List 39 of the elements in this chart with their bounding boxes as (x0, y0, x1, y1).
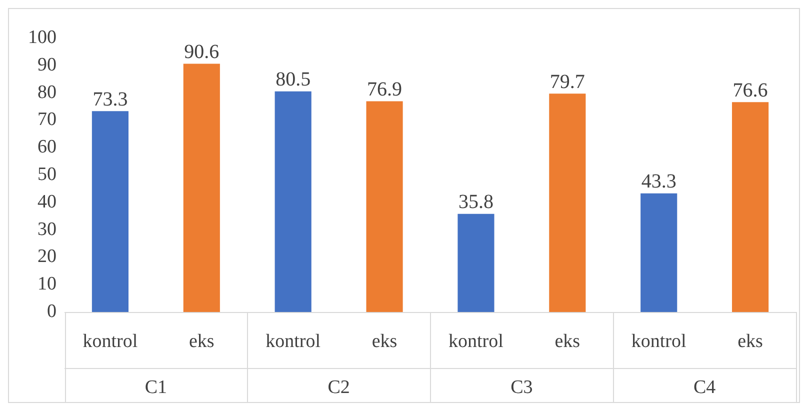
text: eks (372, 330, 398, 352)
data-label: 76.6 (732, 79, 768, 102)
x-tick-label: C2 (328, 376, 350, 398)
text: kontrol (448, 330, 504, 352)
y-tick-label: 80 (38, 82, 56, 103)
x-tick-label: C1 (144, 376, 168, 398)
bar (366, 101, 403, 312)
data-label: 73.3 (92, 88, 128, 110)
y-tick-label: 60 (38, 136, 56, 158)
text: eks (554, 330, 580, 352)
y-tick-label: 20 (38, 246, 56, 268)
y-tick-label: 50 (38, 164, 56, 185)
bar (274, 91, 312, 312)
data-label: 35.8 (458, 191, 494, 214)
data-label: 80.5 (276, 68, 311, 91)
series-label: eks (188, 330, 214, 352)
text: eks (738, 330, 763, 352)
y-tick-label: 70 (38, 109, 56, 130)
y-tick-label: 90 (38, 54, 56, 76)
bar (640, 193, 678, 312)
x-tick-label: C3 (510, 376, 533, 398)
data-label: 76.9 (367, 78, 402, 101)
bar (458, 214, 494, 312)
series-label: kontrol (631, 330, 686, 352)
text: kontrol (82, 330, 138, 352)
bar (732, 102, 769, 312)
data-label: 43.3 (641, 170, 676, 193)
bar (549, 94, 586, 312)
y-tick-label: 40 (38, 191, 56, 212)
x-tick-label: C4 (693, 376, 716, 398)
bar (183, 64, 220, 312)
bar (92, 111, 129, 312)
data-label: 79.7 (550, 70, 585, 93)
y-tick-label: 10 (38, 274, 56, 295)
y-tick-label: 0 (47, 300, 56, 322)
text: kontrol (266, 330, 321, 352)
data-label: 90.6 (184, 41, 220, 64)
y-tick-label: 30 (38, 218, 56, 240)
y-tick-label: 100 (28, 26, 56, 48)
